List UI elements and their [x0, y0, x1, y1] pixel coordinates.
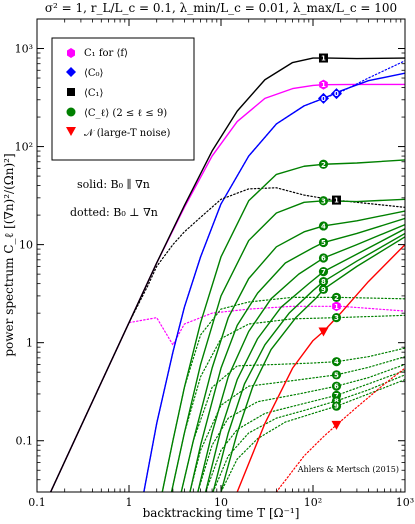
series-marker-C2_dotted: 2	[331, 292, 342, 302]
legend-triangle-down-icon	[66, 127, 76, 136]
chart-title: σ² = 1, r_L/L_c = 0.1, λ_min/L_c = 0.01,…	[45, 1, 397, 15]
series-badge-label: 5	[334, 371, 339, 379]
y-tick-label: 10	[19, 239, 33, 252]
series-line-C7_solid	[204, 228, 405, 492]
legend-label-cl: ⟨C_ℓ⟩ (2 ≤ ℓ ≤ 9)	[84, 108, 167, 119]
legend-label-noise: 𝒩 (large-T noise)	[84, 128, 170, 139]
y-axis-title: power spectrum C_ℓ [(∇n)²/(Ωn)²]	[2, 153, 16, 356]
x-tick-label: 10³	[396, 496, 414, 509]
series-badge-label: 3	[321, 197, 326, 205]
series-marker-C1_solid: 1	[318, 53, 328, 63]
y-tick-label: 0.1	[16, 435, 34, 448]
series-badge-label: 6	[334, 383, 339, 391]
series-badge-label: 5	[321, 239, 326, 247]
legend-circle-icon	[66, 107, 76, 117]
series-marker-C2_solid: 2	[318, 159, 329, 169]
y-tick-label: 10²	[15, 141, 33, 154]
series-layer	[49, 57, 405, 492]
series-line-C5_solid	[189, 217, 405, 492]
x-axis-title: backtracking time T [Ω⁻¹]	[143, 506, 300, 520]
series-line-C2_solid	[161, 159, 405, 492]
series-marker-C1_f_solid: 1	[319, 79, 328, 90]
series-line-C9_solid	[220, 236, 405, 492]
series-badge-label: 7	[334, 392, 339, 400]
y-tick-label: 10³	[15, 43, 33, 56]
series-line-C4_dotted	[180, 347, 405, 492]
dotted-note: dotted: B₀ ⊥ ∇n	[70, 206, 158, 219]
legend-hexagon-icon	[67, 48, 75, 58]
series-marker-C9_solid: 9	[318, 284, 329, 294]
x-tick-label: 10	[214, 496, 228, 509]
series-line-C2_dotted	[161, 296, 405, 492]
series-badge-label: 9	[334, 403, 339, 411]
series-badge-label: 2	[334, 294, 339, 302]
series-badge-label: 1	[334, 197, 339, 205]
legend-label-c1-f: C₁ for ⟨f⟩	[84, 48, 128, 59]
series-line-C7_dotted	[204, 369, 405, 492]
series-marker-C5_solid: 5	[318, 237, 329, 248]
series-marker-C4_solid: 4	[318, 221, 329, 231]
series-badge-label: 1	[321, 81, 326, 89]
series-badge-label: 6	[321, 255, 326, 263]
solid-note: solid: B₀ ∥ ∇n	[77, 178, 150, 191]
series-line-C4_solid	[180, 210, 405, 492]
series-marker-C1_dotted: 1	[331, 195, 341, 205]
x-tick-label: 10²	[304, 496, 322, 509]
series-marker-C3_dotted: 3	[331, 313, 342, 323]
series-marker-C1_f_dotted: 1	[332, 301, 341, 312]
series-marker-C6_solid: 6	[318, 253, 329, 263]
series-marker-C0_solid: 0	[317, 92, 329, 104]
series-line-C8_solid	[212, 232, 405, 492]
series-line-C9_dotted	[220, 379, 405, 492]
series-badge-label: 1	[334, 303, 339, 311]
series-line-C3_dotted	[170, 314, 405, 492]
x-tick-label: 1	[126, 496, 133, 509]
series-badge-label: 9	[321, 286, 326, 294]
series-badge-label: 4	[334, 358, 339, 366]
series-marker-C8_solid: 8	[318, 276, 329, 287]
series-marker-N_solid	[318, 327, 329, 337]
series-badge-label: 8	[321, 278, 326, 286]
series-line-C5_dotted	[189, 356, 405, 492]
series-badge-label: 7	[321, 268, 326, 276]
series-line-C8_dotted	[212, 374, 405, 492]
y-tick-label: 1	[26, 337, 33, 350]
series-badge-label: 3	[334, 314, 339, 322]
legend: C₁ for ⟨f⟩ ⟨C₀⟩ ⟨C₁⟩ ⟨C_ℓ⟩ (2 ≤ ℓ ≤ 9) 𝒩…	[51, 37, 195, 161]
series-badge-label: 8	[334, 397, 339, 405]
series-marker-C0_dotted: 0	[330, 88, 342, 100]
series-badge-label: 0	[334, 90, 339, 98]
series-line-C6_solid	[197, 223, 405, 492]
series-badge-label: 4	[321, 222, 326, 230]
series-line-N_solid	[236, 244, 405, 492]
series-marker-C6_dotted: 6	[331, 381, 342, 391]
series-badge-label: 1	[321, 55, 326, 63]
series-badge-label: 2	[321, 161, 326, 169]
series-marker-C9_dotted: 9	[331, 401, 342, 411]
series-marker-C4_dotted: 4	[331, 357, 342, 367]
x-tick-label: 0.1	[28, 496, 46, 509]
credit-note: Ahlers & Mertsch (2015)	[297, 465, 399, 474]
legend-diamond-icon	[66, 67, 76, 77]
series-marker-C3_solid: 3	[318, 196, 329, 206]
series-marker-N_dotted	[331, 420, 342, 430]
legend-label-c0: ⟨C₀⟩	[84, 68, 104, 79]
series-badge-label: 0	[321, 95, 326, 103]
series-marker-C5_dotted: 5	[331, 370, 342, 380]
legend-box	[51, 37, 195, 161]
legend-label-c1: ⟨C₁⟩	[84, 88, 104, 99]
series-line-C0_dotted	[143, 60, 405, 492]
series-marker-C7_solid: 7	[318, 267, 329, 277]
legend-square-icon	[67, 88, 75, 96]
